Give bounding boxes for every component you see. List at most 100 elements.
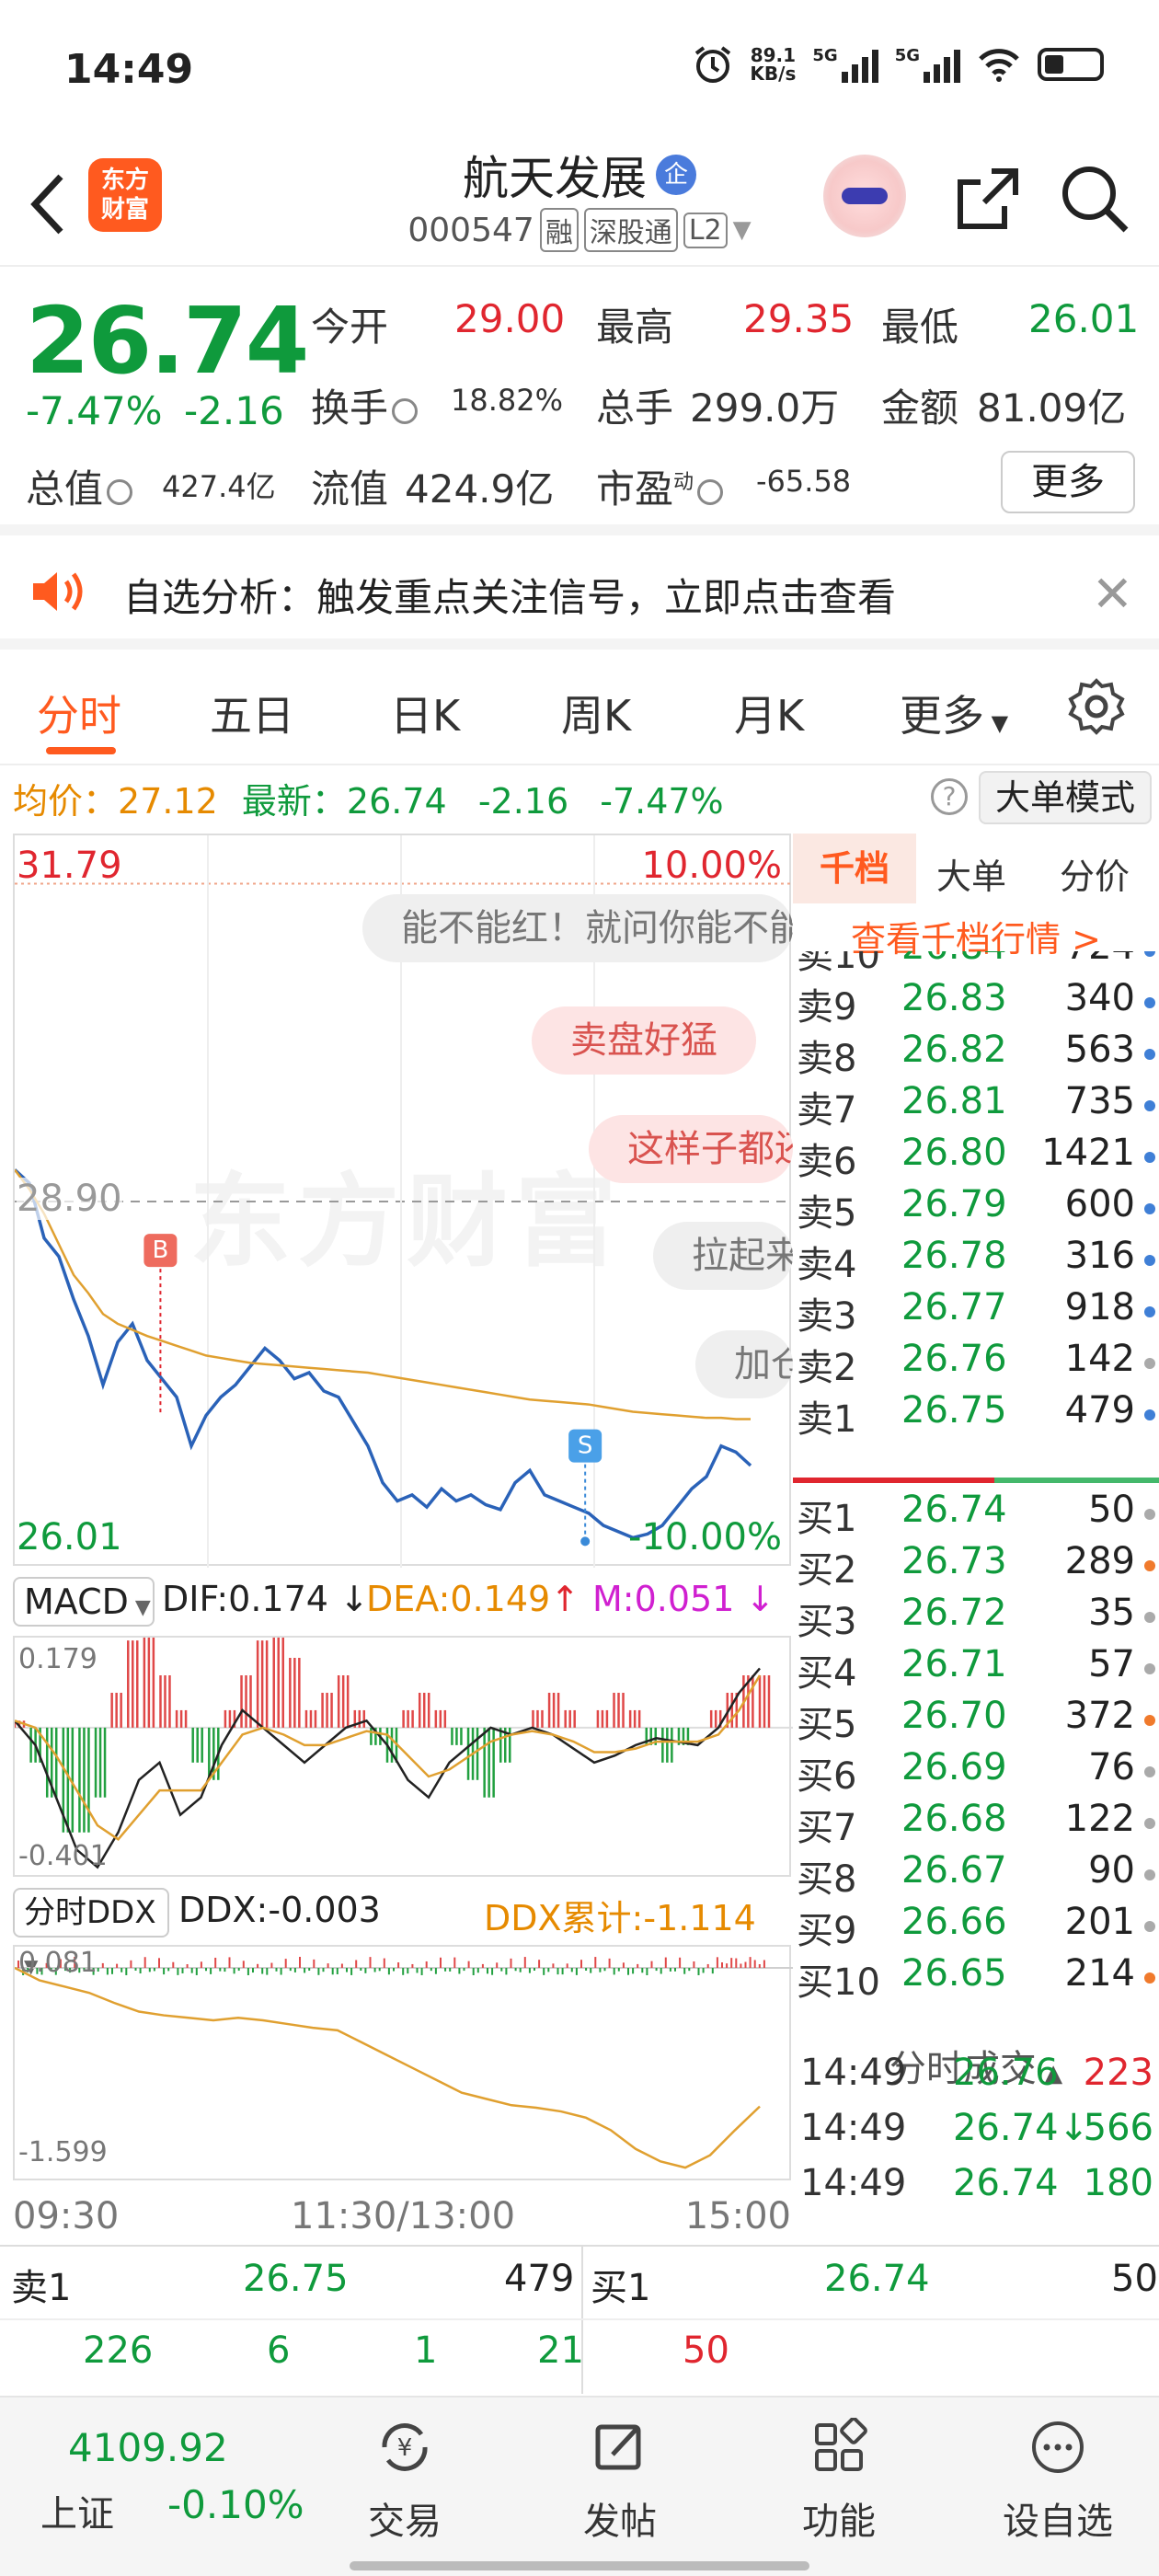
tab-large-orders[interactable]: 大单 [936, 857, 1007, 897]
bid-price: 26.67 [901, 1849, 1007, 1892]
stock-code: 000547 [407, 211, 534, 249]
large-order-mode-button[interactable]: 大单模式 [979, 771, 1152, 824]
bid-row[interactable]: 买6 26.69 76 [797, 1746, 1155, 1798]
order-source-dot [1144, 1818, 1155, 1829]
bid-row[interactable]: 买4 26.71 57 [797, 1643, 1155, 1695]
help-icon[interactable]: ? [931, 778, 968, 815]
pe-value: -65.58 [756, 464, 852, 499]
more-button[interactable]: 更多 [1001, 451, 1135, 513]
ddx-chart[interactable]: 0.081 -1.599 [13, 1945, 793, 2180]
avg-label: 均价： [13, 781, 119, 822]
comment-bubble[interactable]: 拉起来 [653, 1222, 793, 1290]
alert-banner[interactable]: 自选分析：触发重点关注信号，立即点击查看 ✕ [0, 535, 1159, 650]
bid-volume: 76 [1088, 1746, 1135, 1788]
index-ticker[interactable]: 4109.92 上证 -0.10% [0, 2398, 304, 2576]
bid-row[interactable]: 买10 26.65 214 [797, 1952, 1155, 2004]
total-mv-label[interactable]: 总值 [26, 458, 136, 514]
home-indicator[interactable] [350, 2561, 809, 2570]
ask-level-label: 卖9 [797, 986, 857, 1029]
stock-header: 东方 财富 航天发展 企 000547 融 深股通 L2 ▼ [0, 138, 1159, 267]
comment-bubble[interactable]: 这样子都还 [589, 1115, 793, 1183]
pct-max-label: 10.00% [641, 845, 782, 887]
nav-trade[interactable]: ¥ 交易 [340, 2418, 469, 2545]
ask-row[interactable]: 卖3 26.77 918 [797, 1286, 1155, 1338]
ask-price: 26.80 [901, 1132, 1007, 1174]
macd-chart[interactable]: 0.179 -0.401 [13, 1636, 793, 1877]
ask-row[interactable]: 卖10 26.84 724 [797, 951, 1155, 977]
bid-price: 26.65 [901, 1952, 1007, 1995]
bid-row[interactable]: 买1 26.74 50 [797, 1489, 1155, 1540]
ask-row[interactable]: 卖4 26.78 316 [797, 1235, 1155, 1286]
tab-thousand-levels[interactable]: 千档 [793, 834, 916, 903]
ai-assistant-avatar[interactable] [823, 155, 906, 237]
ask-row[interactable]: 卖7 26.81 735 [797, 1080, 1155, 1132]
ask-row[interactable]: 卖1 26.75 479 [797, 1389, 1155, 1441]
ask-row[interactable]: 卖5 26.79 600 [797, 1183, 1155, 1235]
view-thousand-levels-link[interactable]: 查看千档行情 > [851, 919, 1101, 960]
ask-row[interactable]: 卖6 26.80 1421 [797, 1132, 1155, 1183]
open-value: 29.00 [454, 296, 566, 341]
tab-five-day[interactable]: 五日 [210, 691, 294, 741]
bid-row[interactable]: 买5 26.70 372 [797, 1695, 1155, 1746]
info-icon [697, 478, 724, 505]
order-source-dot [1144, 1766, 1155, 1777]
tab-intraday[interactable]: 分时 [37, 691, 121, 741]
close-icon[interactable]: ✕ [1091, 565, 1133, 623]
macd-max-label: 0.179 [18, 1643, 98, 1675]
ask-row[interactable]: 卖9 26.83 340 [797, 977, 1155, 1029]
order-source-dot [1144, 1358, 1155, 1369]
bid-level-label: 买6 [797, 1755, 857, 1798]
status-time: 14:49 [64, 46, 194, 93]
change-amount: -2.16 [184, 388, 284, 433]
nav-post[interactable]: 发帖 [556, 2418, 684, 2545]
tab-weekly-k[interactable]: 周K [561, 691, 632, 741]
ask-row[interactable]: 卖2 26.76 142 [797, 1338, 1155, 1389]
comment-bubble[interactable]: 卖盘好猛 [532, 1006, 756, 1075]
order-source-dot [1144, 951, 1155, 957]
comment-bubble[interactable]: 加仓 [695, 1330, 793, 1398]
price-min-label: 26.01 [17, 1516, 122, 1558]
pe-label[interactable]: 市盈动 [596, 458, 727, 514]
turnover-label[interactable]: 换手 [311, 377, 421, 433]
ticks-title[interactable]: 分时成交 ▲ [889, 2048, 1063, 2090]
avg-price-line [15, 1168, 751, 1420]
float-mv-value: 424.9亿 [405, 466, 555, 512]
nav-functions[interactable]: 功能 [775, 2417, 903, 2545]
brand-logo[interactable]: 东方 财富 [88, 158, 162, 232]
price-max-label: 31.79 [17, 845, 122, 887]
caret-down-icon: ▼ [984, 710, 1009, 736]
bid-row[interactable]: 买2 26.73 289 [797, 1540, 1155, 1592]
macd-indicator-select[interactable]: MACD ▼ [13, 1577, 155, 1627]
bid-level-label: 买9 [797, 1910, 857, 1952]
bid-row[interactable]: 买3 26.72 35 [797, 1592, 1155, 1643]
info-icon [392, 397, 419, 424]
tab-monthly-k[interactable]: 月K [734, 691, 805, 741]
ask-row[interactable]: 卖8 26.82 563 [797, 1029, 1155, 1080]
ask-level-label: 卖6 [797, 1141, 857, 1183]
ddx-indicator-select[interactable]: 分时DDX ▼ [13, 1888, 169, 1977]
stock-code-row[interactable]: 000547 融 深股通 L2 ▼ [0, 208, 1159, 252]
back-icon[interactable] [24, 167, 79, 241]
gear-icon[interactable] [1067, 677, 1126, 736]
nav-add-watchlist[interactable]: 设自选 [993, 2418, 1122, 2545]
share-icon[interactable] [951, 162, 1025, 236]
bid-row[interactable]: 买7 26.68 122 [797, 1798, 1155, 1849]
ask-price: 26.78 [901, 1235, 1007, 1277]
trade-icon: ¥ [382, 2423, 428, 2471]
comment-bubble[interactable]: 能不能红！就问你能不能 [362, 894, 793, 962]
ddx-cumulative-line [15, 1966, 761, 2169]
search-icon[interactable] [1058, 162, 1131, 236]
change-percent: -7.47% [26, 388, 163, 433]
tab-price-distribution[interactable]: 分价 [1060, 857, 1130, 897]
info-icon [107, 478, 133, 505]
tab-more[interactable]: 更多 ▼ [900, 691, 1009, 741]
ask-level-label: 卖4 [797, 1244, 857, 1286]
bid-row[interactable]: 买9 26.66 201 [797, 1901, 1155, 1952]
tick-time: 14:49 [800, 2162, 907, 2204]
bid-ask-divider [793, 1478, 1159, 1483]
bid-row[interactable]: 买8 26.67 90 [797, 1849, 1155, 1901]
tab-daily-k[interactable]: 日K [390, 691, 461, 741]
bid-volume: 289 [1064, 1540, 1135, 1582]
